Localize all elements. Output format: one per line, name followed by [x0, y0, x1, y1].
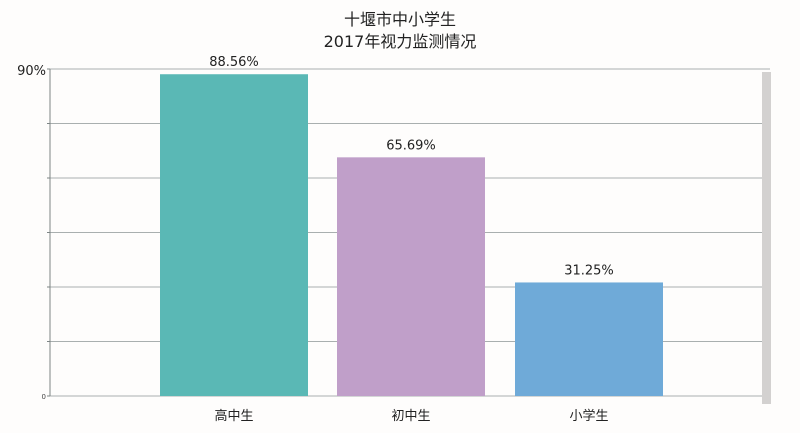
y-tick-label-top: 90%: [17, 64, 46, 79]
bar-2: [337, 157, 485, 396]
x-tick-label-3: 小学生: [569, 408, 608, 424]
x-tick-label-1: 高中生: [214, 408, 253, 424]
data-label-2: 65.69%: [386, 138, 436, 153]
bar-3: [515, 282, 663, 396]
right-scroll-bar: [762, 72, 771, 404]
data-label-3: 31.25%: [564, 263, 614, 278]
chart-title-line-1: 十堰市中小学生: [343, 10, 456, 29]
bar-1: [160, 74, 308, 397]
y-tick-label-bottom: 0: [42, 393, 46, 401]
chart-title-line-2: 2017年视力监测情况: [323, 32, 477, 51]
x-tick-label-2: 初中生: [391, 409, 430, 424]
data-label-1: 88.56%: [209, 55, 259, 70]
